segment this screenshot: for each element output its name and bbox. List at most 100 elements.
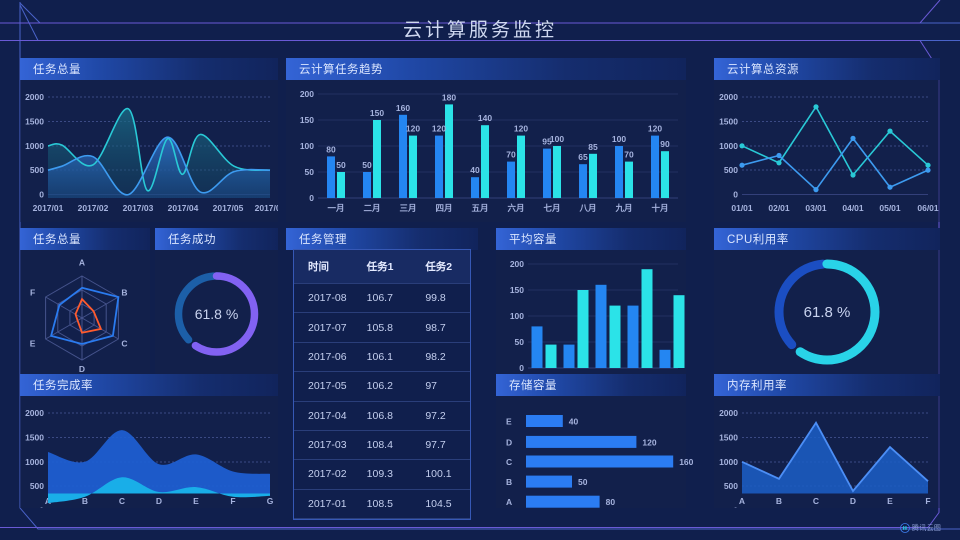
svg-text:1000: 1000 xyxy=(25,141,44,151)
svg-text:F: F xyxy=(230,496,235,506)
svg-text:E: E xyxy=(30,339,36,349)
svg-text:120: 120 xyxy=(406,124,420,134)
svg-text:C: C xyxy=(119,496,125,506)
svg-text:C: C xyxy=(121,339,127,349)
svg-text:70: 70 xyxy=(624,150,634,160)
svg-text:1000: 1000 xyxy=(719,141,738,151)
svg-text:85: 85 xyxy=(588,142,598,152)
svg-text:40: 40 xyxy=(569,417,579,427)
svg-text:90: 90 xyxy=(660,139,670,149)
svg-text:500: 500 xyxy=(724,165,738,175)
svg-text:F: F xyxy=(925,496,930,506)
svg-text:140: 140 xyxy=(478,113,492,123)
svg-text:2017/01: 2017/01 xyxy=(33,203,64,213)
svg-text:0: 0 xyxy=(733,190,738,200)
svg-text:2017/03: 2017/03 xyxy=(123,203,154,213)
svg-text:50: 50 xyxy=(362,160,372,170)
svg-text:0: 0 xyxy=(309,193,314,203)
svg-text:E: E xyxy=(193,496,199,506)
svg-text:2017/02: 2017/02 xyxy=(78,203,109,213)
svg-text:D: D xyxy=(506,437,512,447)
svg-text:六月: 六月 xyxy=(507,203,524,213)
svg-text:二月: 二月 xyxy=(363,203,380,213)
svg-text:61.8 %: 61.8 % xyxy=(804,304,851,321)
svg-text:1000: 1000 xyxy=(25,457,44,467)
svg-text:50: 50 xyxy=(515,337,525,347)
svg-text:02/01: 02/01 xyxy=(768,203,790,213)
svg-text:三月: 三月 xyxy=(399,203,416,213)
svg-text:200: 200 xyxy=(300,89,314,99)
svg-text:2017/04: 2017/04 xyxy=(168,203,199,213)
svg-text:500: 500 xyxy=(30,481,44,491)
svg-text:一月: 一月 xyxy=(327,203,344,213)
svg-text:2000: 2000 xyxy=(25,92,44,102)
svg-text:2000: 2000 xyxy=(25,408,44,418)
svg-text:120: 120 xyxy=(648,124,662,134)
svg-text:50: 50 xyxy=(336,160,346,170)
svg-text:2000: 2000 xyxy=(719,92,738,102)
svg-text:80: 80 xyxy=(326,144,336,154)
svg-text:C: C xyxy=(506,457,512,467)
svg-text:120: 120 xyxy=(514,124,528,134)
svg-text:61.8 %: 61.8 % xyxy=(195,306,239,322)
svg-text:06/01: 06/01 xyxy=(917,203,939,213)
svg-text:四月: 四月 xyxy=(435,203,452,213)
svg-text:120: 120 xyxy=(642,437,656,447)
svg-text:2017/06: 2017/06 xyxy=(255,203,278,213)
svg-text:180: 180 xyxy=(442,92,456,102)
svg-text:D: D xyxy=(156,496,162,506)
svg-text:五月: 五月 xyxy=(471,203,488,213)
svg-text:F: F xyxy=(30,287,35,297)
svg-text:2017/05: 2017/05 xyxy=(213,203,244,213)
svg-text:04/01: 04/01 xyxy=(842,203,864,213)
svg-text:160: 160 xyxy=(396,103,410,113)
svg-text:1500: 1500 xyxy=(719,117,738,127)
svg-text:A: A xyxy=(506,497,512,507)
svg-text:1500: 1500 xyxy=(25,117,44,127)
svg-text:100: 100 xyxy=(510,311,524,321)
svg-text:0: 0 xyxy=(39,506,44,509)
svg-text:150: 150 xyxy=(510,285,524,295)
svg-text:B: B xyxy=(121,287,127,297)
svg-text:500: 500 xyxy=(724,481,738,491)
svg-text:1000: 1000 xyxy=(719,457,738,467)
svg-text:120: 120 xyxy=(432,124,446,134)
svg-text:40: 40 xyxy=(470,165,480,175)
svg-text:05/01: 05/01 xyxy=(879,203,901,213)
svg-text:500: 500 xyxy=(30,165,44,175)
svg-text:E: E xyxy=(887,496,893,506)
svg-text:D: D xyxy=(79,364,85,374)
svg-text:G: G xyxy=(267,496,274,506)
svg-text:03/01: 03/01 xyxy=(805,203,827,213)
svg-text:0: 0 xyxy=(519,363,524,373)
svg-text:B: B xyxy=(506,477,512,487)
svg-text:七月: 七月 xyxy=(543,203,560,213)
svg-text:1500: 1500 xyxy=(25,433,44,443)
svg-text:1500: 1500 xyxy=(719,433,738,443)
svg-text:九月: 九月 xyxy=(614,203,632,213)
svg-text:B: B xyxy=(776,496,782,506)
svg-text:八月: 八月 xyxy=(578,203,596,213)
svg-text:0: 0 xyxy=(733,506,738,509)
svg-text:100: 100 xyxy=(612,134,626,144)
svg-text:50: 50 xyxy=(305,167,315,177)
svg-text:E: E xyxy=(506,417,512,427)
svg-text:0: 0 xyxy=(39,190,44,200)
svg-text:C: C xyxy=(813,496,819,506)
svg-text:十月: 十月 xyxy=(651,203,668,213)
svg-text:80: 80 xyxy=(606,497,616,507)
svg-text:01/01: 01/01 xyxy=(731,203,753,213)
svg-text:160: 160 xyxy=(679,457,693,467)
svg-text:200: 200 xyxy=(510,259,524,269)
svg-text:A: A xyxy=(79,258,85,268)
svg-text:A: A xyxy=(739,496,745,506)
svg-text:70: 70 xyxy=(506,150,516,160)
svg-text:100: 100 xyxy=(550,134,564,144)
svg-text:D: D xyxy=(850,496,856,506)
svg-text:65: 65 xyxy=(578,152,588,162)
svg-text:100: 100 xyxy=(300,141,314,151)
svg-text:150: 150 xyxy=(300,115,314,125)
svg-text:150: 150 xyxy=(370,108,384,118)
svg-text:2000: 2000 xyxy=(719,408,738,418)
svg-text:50: 50 xyxy=(578,477,588,487)
